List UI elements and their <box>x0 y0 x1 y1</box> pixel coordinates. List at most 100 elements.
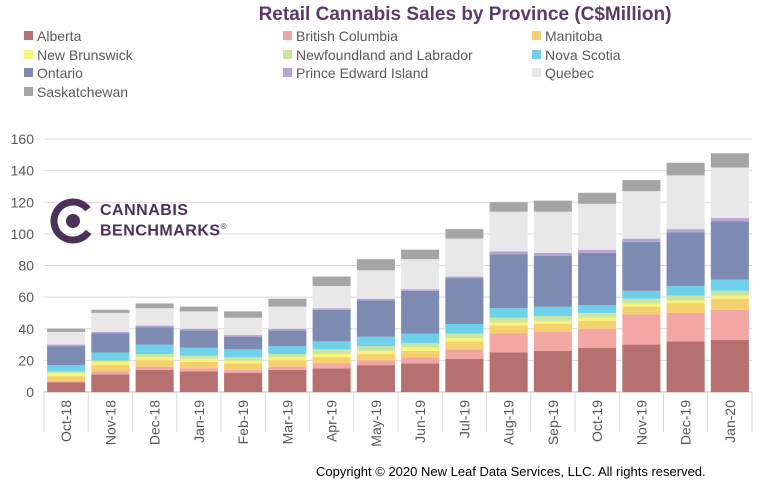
bar-segment-ontario <box>135 327 174 345</box>
bar-segment-newfoundland-and-labrador <box>312 349 351 355</box>
bar-segment-nova-scotia <box>47 365 86 372</box>
bar-segment-saskatchewan <box>179 306 218 312</box>
bar-segment-british-columbia <box>401 357 440 364</box>
bar-segment-new-brunswick <box>179 358 218 362</box>
bar-segment-manitoba <box>135 360 174 367</box>
bar-segment-newfoundland-and-labrador <box>135 354 174 358</box>
bar-segment-saskatchewan <box>224 311 263 318</box>
bar-segment-new-brunswick <box>666 300 705 304</box>
bar-segment-british-columbia <box>666 312 705 342</box>
logo-line-2: BENCHMARKS <box>100 222 221 240</box>
bar-segment-alberta <box>710 339 749 392</box>
bar-segment-manitoba <box>224 363 263 370</box>
bar-segment-nova-scotia <box>710 279 749 291</box>
legend-item: Ontario <box>24 65 83 81</box>
bar-segment-newfoundland-and-labrador <box>224 357 263 361</box>
bar-segment-quebec <box>179 311 218 329</box>
bar-segment-new-brunswick <box>356 350 395 355</box>
bar-segment-new-brunswick <box>622 303 661 307</box>
bar-segment-manitoba <box>47 376 86 381</box>
bar-segment-newfoundland-and-labrador <box>401 342 440 348</box>
x-tick-label: Aug-19 <box>501 400 517 445</box>
bar-segment-alberta <box>489 352 528 392</box>
legend-swatch <box>532 49 541 59</box>
bar-segment-quebec <box>47 331 86 345</box>
x-tick-label: Mar-19 <box>279 400 295 445</box>
bar-segment-new-brunswick <box>47 373 86 377</box>
bar-segment-nova-scotia <box>224 349 263 358</box>
legend-label: Manitoba <box>545 28 603 44</box>
legend-swatch <box>532 31 541 40</box>
bar-segment-ontario <box>47 346 86 366</box>
bar-segment-new-brunswick <box>578 317 617 321</box>
bar-segment-saskatchewan <box>268 298 307 307</box>
bar-segment-quebec <box>622 191 661 239</box>
bar-segment-prince-edward-island <box>533 252 572 257</box>
bar-segment-quebec <box>445 238 484 277</box>
bar-segment-alberta <box>224 373 263 392</box>
bar-segment-saskatchewan <box>445 229 484 239</box>
bar-segment-prince-edward-island <box>489 251 528 255</box>
bar-segment-ontario <box>401 290 440 334</box>
bar-segment-newfoundland-and-labrador <box>578 312 617 318</box>
bar-segment-newfoundland-and-labrador <box>47 371 86 374</box>
bar-segment-ontario <box>578 252 617 306</box>
bar-segment-newfoundland-and-labrador <box>91 360 130 362</box>
y-tick-label: 80 <box>18 258 34 274</box>
x-tick-label: Nov-19 <box>633 400 649 445</box>
bar-segment-newfoundland-and-labrador <box>356 346 395 351</box>
bar-segment-quebec <box>268 306 307 329</box>
bar-segment-nova-scotia <box>533 306 572 317</box>
legend-label: Nova Scotia <box>545 46 621 63</box>
cannabis-benchmarks-logo-icon <box>50 198 96 244</box>
bar-segment-saskatchewan <box>533 200 572 212</box>
bar-segment-quebec <box>312 286 351 309</box>
bar-segment-alberta <box>578 347 617 392</box>
bar-segment-manitoba <box>445 341 484 350</box>
legend-swatch <box>283 68 292 77</box>
bar-segment-quebec <box>578 203 617 250</box>
bar-segment-manitoba <box>268 360 307 367</box>
bar-segment-prince-edward-island <box>179 328 218 331</box>
bar-segment-prince-edward-island <box>622 238 661 242</box>
bar-segment-british-columbia <box>268 366 307 370</box>
bar-segment-saskatchewan <box>401 249 440 260</box>
bar-segment-nova-scotia <box>445 324 484 334</box>
bar-segment-manitoba <box>401 350 440 358</box>
x-tick-label: Jun-19 <box>412 400 428 443</box>
bar-segment-new-brunswick <box>135 357 174 361</box>
bar-segment-ontario <box>445 278 484 325</box>
x-tick-label: Jul-19 <box>456 400 472 438</box>
legend-label: Prince Edward Island <box>296 65 429 81</box>
bar-segment-british-columbia <box>312 363 351 369</box>
bar-segment-manitoba <box>312 357 351 364</box>
bar-segment-newfoundland-and-labrador <box>622 298 661 304</box>
bar-segment-alberta <box>666 341 705 392</box>
bar-segment-manitoba <box>91 365 130 372</box>
bar-segment-british-columbia <box>710 309 749 340</box>
bar-segment-newfoundland-and-labrador <box>489 317 528 323</box>
legend-item: Nova Scotia <box>532 47 620 63</box>
bar-segment-alberta <box>356 365 395 392</box>
bar-segment-new-brunswick <box>268 357 307 361</box>
bar-segment-saskatchewan <box>578 192 617 204</box>
bar-segment-alberta <box>533 350 572 392</box>
bar-segment-saskatchewan <box>47 328 86 332</box>
legend-label: Newfoundland and Labrador <box>296 46 473 63</box>
legend-label: British Columbia <box>296 28 398 44</box>
bar-segment-manitoba <box>710 298 749 310</box>
legend-item: Saskatchewan <box>24 84 128 100</box>
bar-segment-quebec <box>135 308 174 326</box>
bar-segment-ontario <box>622 241 661 291</box>
y-tick-label: 0 <box>26 384 34 400</box>
legend-swatch <box>532 68 541 77</box>
bar-segment-british-columbia <box>91 371 130 375</box>
y-tick-label: 60 <box>18 289 34 305</box>
bar-segment-nova-scotia <box>356 336 395 347</box>
bar-segment-british-columbia <box>47 380 86 383</box>
bar-segment-saskatchewan <box>489 202 528 212</box>
bar-segment-saskatchewan <box>91 309 130 313</box>
x-tick-label: Feb-19 <box>235 400 251 445</box>
bar-segment-saskatchewan <box>356 259 395 271</box>
